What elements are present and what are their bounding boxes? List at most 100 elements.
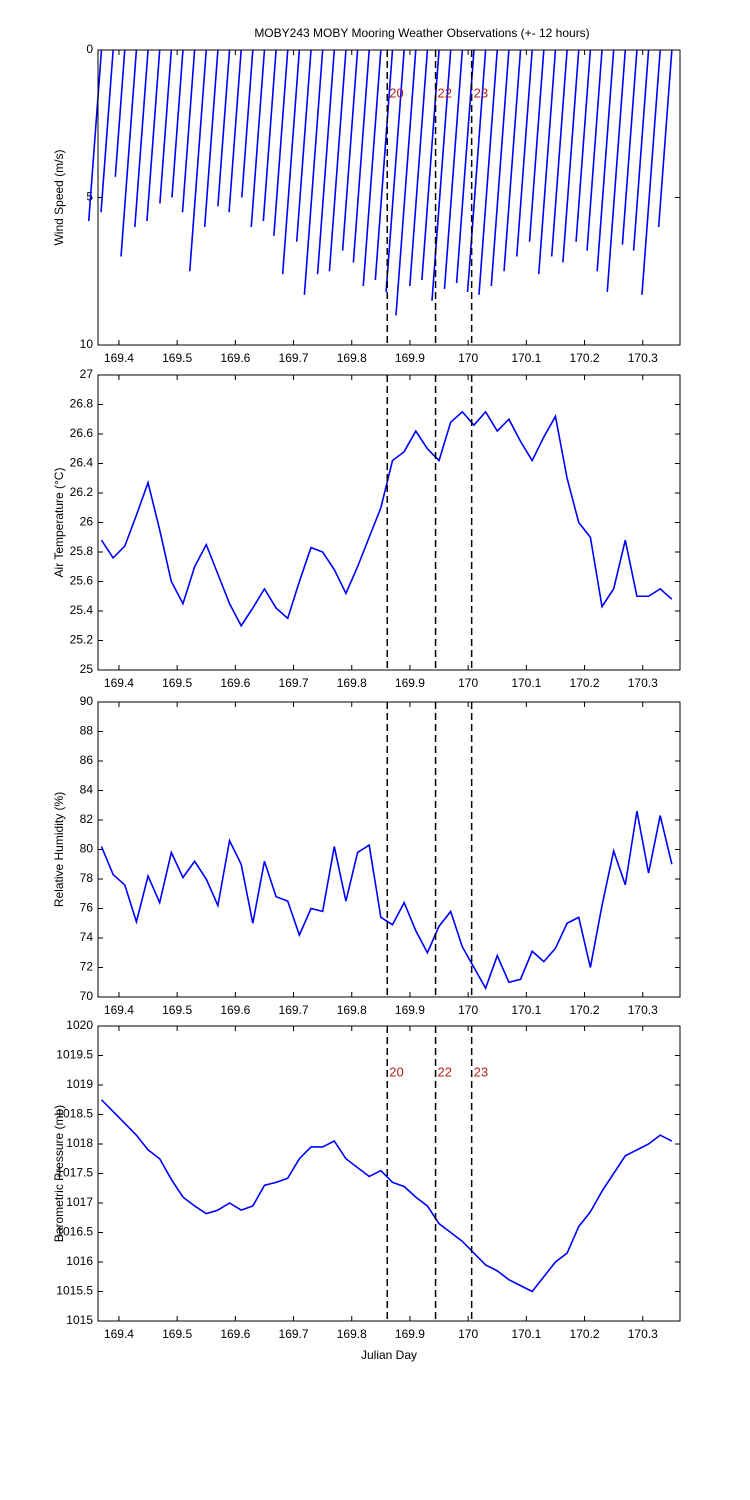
- wind-stick: [562, 49, 580, 263]
- data-line: [100, 811, 673, 991]
- x-tick-label: 170: [458, 351, 478, 365]
- y-tick-label: 90: [80, 694, 94, 708]
- y-tick-label: 80: [80, 842, 94, 856]
- chart-title: MOBY243 MOBY Mooring Weather Observation…: [254, 26, 589, 40]
- x-tick-label: 170.2: [570, 351, 600, 365]
- wind-stick: [352, 49, 371, 263]
- event-label: 20: [389, 86, 403, 101]
- wind-stick: [621, 49, 638, 245]
- event-label: 20: [389, 1065, 403, 1080]
- y-tick-label: 26: [80, 515, 94, 529]
- y-tick-label: 1018.5: [56, 1107, 93, 1121]
- y-tick-label: 1017: [66, 1195, 93, 1209]
- wind-stick: [528, 49, 545, 242]
- x-tick-label: 170: [458, 1327, 478, 1341]
- x-tick-label: 170: [458, 1003, 478, 1017]
- y-tick-label: 1017.5: [56, 1166, 93, 1180]
- x-tick-label: 169.6: [220, 676, 250, 690]
- x-tick-label: 169.5: [162, 1327, 192, 1341]
- wind-stick: [228, 49, 242, 213]
- wind-stick: [262, 49, 277, 222]
- wind-stick: [100, 49, 114, 213]
- x-tick-label: 169.8: [337, 1327, 367, 1341]
- wind-stick: [409, 49, 429, 287]
- wind-stick: [188, 49, 208, 272]
- wind-stick: [385, 49, 405, 292]
- y-tick-label: 1015.5: [56, 1284, 93, 1298]
- y-tick-label: 25.2: [70, 633, 94, 647]
- y-tick-label: 88: [80, 724, 94, 738]
- wind-stick: [466, 49, 487, 292]
- wind-stick: [657, 49, 673, 228]
- wind-stick: [134, 49, 149, 228]
- x-axis-label: Julian Day: [361, 1348, 417, 1362]
- x-tick-label: 169.4: [104, 1327, 134, 1341]
- data-line: [100, 1099, 673, 1293]
- x-tick-label: 170.3: [628, 1327, 658, 1341]
- x-tick-label: 170.2: [570, 1003, 600, 1017]
- x-tick-label: 169.9: [395, 351, 425, 365]
- wind-stick: [606, 49, 627, 292]
- wind-stick: [328, 49, 347, 272]
- wind-stick: [503, 49, 522, 272]
- y-tick-label: 84: [80, 783, 94, 797]
- x-tick-label: 169.5: [162, 351, 192, 365]
- y-tick-label: 0: [86, 42, 93, 56]
- wind-stick: [146, 49, 161, 222]
- wind-stick: [515, 49, 533, 257]
- wind-stick: [273, 49, 289, 236]
- plot-frame: [97, 1025, 681, 1322]
- y-tick-label: 26.4: [70, 456, 94, 470]
- y-tick-label: 1015: [66, 1313, 93, 1327]
- x-tick-label: 170.3: [628, 351, 658, 365]
- x-tick-label: 170.2: [570, 676, 600, 690]
- plot-frame: [97, 374, 681, 671]
- wind-stick: [295, 49, 312, 242]
- wind-stick: [217, 49, 231, 207]
- wind-stick: [537, 49, 557, 275]
- x-tick-label: 169.6: [220, 351, 250, 365]
- y-tick-label: 25: [80, 662, 94, 676]
- y-axis-label: Wind Speed (m/s): [52, 149, 66, 245]
- y-tick-label: 25.6: [70, 574, 94, 588]
- x-tick-label: 170.1: [511, 676, 541, 690]
- y-tick-label: 1019: [66, 1077, 93, 1091]
- y-tick-label: 76: [80, 901, 94, 915]
- y-tick-label: 82: [80, 812, 94, 826]
- wind-stick: [431, 49, 452, 301]
- x-tick-label: 170.1: [511, 351, 541, 365]
- y-tick-label: 72: [80, 960, 94, 974]
- x-tick-label: 169.8: [337, 351, 367, 365]
- event-label: 23: [474, 86, 488, 101]
- wind-stick: [596, 49, 615, 272]
- y-axis-label: Air Temperature (°C): [52, 468, 66, 578]
- x-tick-label: 170.2: [570, 1327, 600, 1341]
- x-tick-label: 169.9: [395, 676, 425, 690]
- wind-stick: [586, 49, 603, 251]
- x-tick-label: 170.1: [511, 1003, 541, 1017]
- wind-stick: [281, 49, 301, 275]
- y-tick-label: 10: [80, 337, 94, 351]
- event-label: 22: [438, 86, 452, 101]
- y-axis-label: Barometric Pressure (mb): [52, 1105, 66, 1242]
- wind-stick: [171, 49, 184, 198]
- y-tick-label: 26.8: [70, 397, 94, 411]
- y-tick-label: 26.2: [70, 485, 94, 499]
- x-tick-label: 169.8: [337, 676, 367, 690]
- wind-stick: [641, 49, 662, 295]
- wind-stick: [490, 49, 510, 287]
- wind-stick: [114, 49, 126, 177]
- x-tick-label: 169.8: [337, 1003, 367, 1017]
- wind-stick: [575, 49, 592, 242]
- x-tick-label: 169.7: [279, 1327, 309, 1341]
- wind-stick: [550, 49, 568, 257]
- plot-frame: [97, 49, 681, 346]
- wind-stick: [250, 49, 266, 228]
- x-tick-label: 169.6: [220, 1327, 250, 1341]
- wind-stick: [341, 49, 359, 251]
- y-tick-label: 1020: [66, 1018, 93, 1032]
- wind-stick: [478, 49, 499, 295]
- x-tick-label: 169.9: [395, 1003, 425, 1017]
- x-tick-label: 170: [458, 676, 478, 690]
